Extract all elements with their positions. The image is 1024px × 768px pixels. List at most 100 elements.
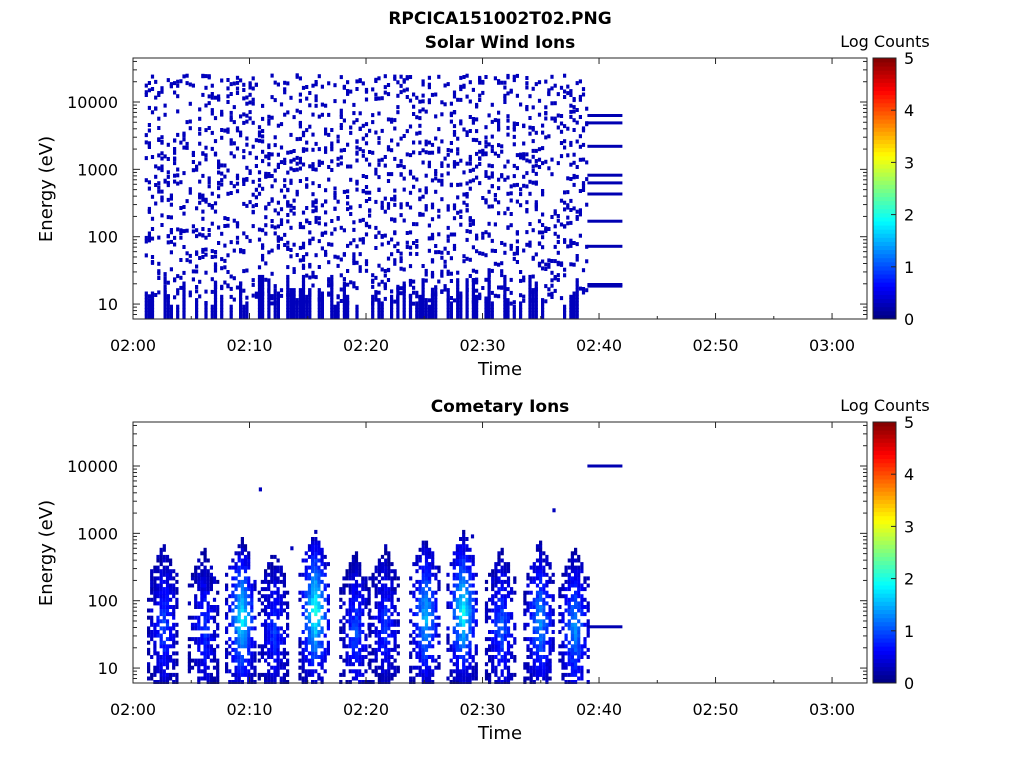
heatmap-cell — [553, 116, 557, 121]
heatmap-cell — [231, 608, 235, 613]
heatmap-cell — [197, 565, 201, 570]
heatmap-cell — [351, 651, 355, 656]
heatmap-cell — [569, 198, 573, 203]
heatmap-cell — [301, 612, 305, 617]
heatmap-cell — [243, 562, 248, 567]
heatmap-cell — [564, 594, 568, 599]
heatmap-cell — [494, 630, 498, 634]
heatmap-cell — [239, 294, 243, 299]
heatmap-cell — [234, 626, 238, 631]
heatmap-cell — [405, 152, 409, 157]
heatmap-cell — [234, 597, 238, 602]
heatmap-cell — [393, 658, 397, 663]
heatmap-cell — [348, 587, 352, 592]
colorbar-segment — [873, 245, 896, 251]
heatmap-cell — [150, 569, 154, 574]
heatmap-cell — [396, 291, 400, 296]
heatmap-cell — [243, 622, 248, 627]
heatmap-cell — [351, 644, 355, 649]
heatmap-cell — [437, 250, 441, 255]
heatmap-cell — [175, 658, 179, 663]
heatmap-cell — [456, 314, 460, 319]
heatmap-cell — [248, 169, 252, 174]
heatmap-cell — [282, 651, 286, 656]
heatmap-cell — [317, 676, 321, 681]
y-tick-label: 1000 — [77, 160, 118, 179]
heatmap-cell — [437, 214, 441, 219]
heatmap-cell — [175, 579, 179, 584]
heatmap-cell — [541, 259, 545, 264]
heatmap-cell — [234, 619, 238, 624]
heatmap-cell — [243, 590, 248, 595]
heatmap-cell — [225, 626, 229, 631]
heatmap-cell — [491, 583, 495, 588]
heatmap-cell — [157, 116, 161, 121]
heatmap-cell — [242, 120, 246, 125]
heatmap-cell — [317, 301, 321, 306]
heatmap-cell — [228, 594, 232, 599]
heatmap-cell — [368, 162, 372, 167]
heatmap-cell — [162, 658, 166, 663]
heatmap-cell — [377, 175, 381, 180]
heatmap-cell — [153, 633, 157, 638]
heatmap-cell — [243, 640, 248, 645]
heatmap-cell — [201, 233, 205, 238]
heatmap-cell — [377, 558, 381, 563]
heatmap-cell — [169, 228, 173, 232]
heatmap-cell — [471, 669, 475, 674]
heatmap-cell — [147, 301, 151, 306]
heatmap-cell — [261, 139, 265, 144]
heatmap-cell — [237, 651, 241, 656]
heatmap-cell — [213, 304, 218, 309]
heatmap-cell — [282, 590, 286, 595]
heatmap-cell — [519, 203, 523, 208]
heatmap-cell — [452, 583, 456, 588]
heatmap-cell — [519, 102, 523, 107]
heatmap-cell — [295, 155, 299, 160]
heatmap-cell — [264, 174, 268, 179]
heatmap-cell — [276, 304, 280, 309]
heatmap-cell — [490, 248, 494, 253]
heatmap-cell — [157, 181, 161, 186]
heatmap-cell — [409, 590, 413, 595]
heatmap-cell — [235, 235, 240, 240]
heatmap-cell — [475, 298, 479, 303]
heatmap-cell — [532, 565, 536, 570]
heatmap-cell — [166, 157, 170, 161]
heatmap-cell — [569, 114, 573, 119]
heatmap-cell — [542, 672, 546, 677]
heatmap-cell — [575, 291, 579, 296]
heatmap-cell — [393, 672, 397, 677]
heatmap-cell — [324, 249, 328, 254]
heatmap-cell — [250, 590, 254, 595]
heatmap-cell — [169, 590, 173, 595]
heatmap-cell — [506, 304, 510, 309]
heatmap-cell — [408, 153, 413, 158]
heatmap-cell — [548, 565, 552, 570]
heatmap-cell — [572, 301, 576, 306]
heatmap-cell — [254, 291, 258, 296]
heatmap-cell — [559, 141, 564, 145]
heatmap-cell — [371, 311, 375, 316]
heatmap-cell — [478, 140, 482, 145]
heatmap-cell — [336, 301, 340, 306]
heatmap-cell — [226, 223, 230, 228]
heatmap-cell — [333, 186, 337, 191]
heatmap-cell — [326, 644, 330, 649]
heatmap-cell — [544, 299, 548, 304]
heatmap-cell — [179, 206, 183, 210]
heatmap-cell — [195, 314, 199, 319]
heatmap-cell — [220, 311, 224, 316]
heatmap-cell — [217, 194, 221, 199]
heatmap-cell — [156, 651, 160, 656]
heatmap-cell — [531, 274, 535, 279]
heatmap-cell — [257, 170, 262, 175]
heatmap-cell — [191, 168, 195, 173]
heatmap-cell — [342, 637, 346, 642]
heatmap-cell — [386, 240, 391, 245]
heatmap-cell — [542, 565, 546, 570]
heatmap-cell — [166, 197, 170, 202]
heatmap-cell — [361, 622, 365, 627]
heatmap-cell — [160, 140, 164, 145]
heatmap-cell — [153, 601, 157, 606]
